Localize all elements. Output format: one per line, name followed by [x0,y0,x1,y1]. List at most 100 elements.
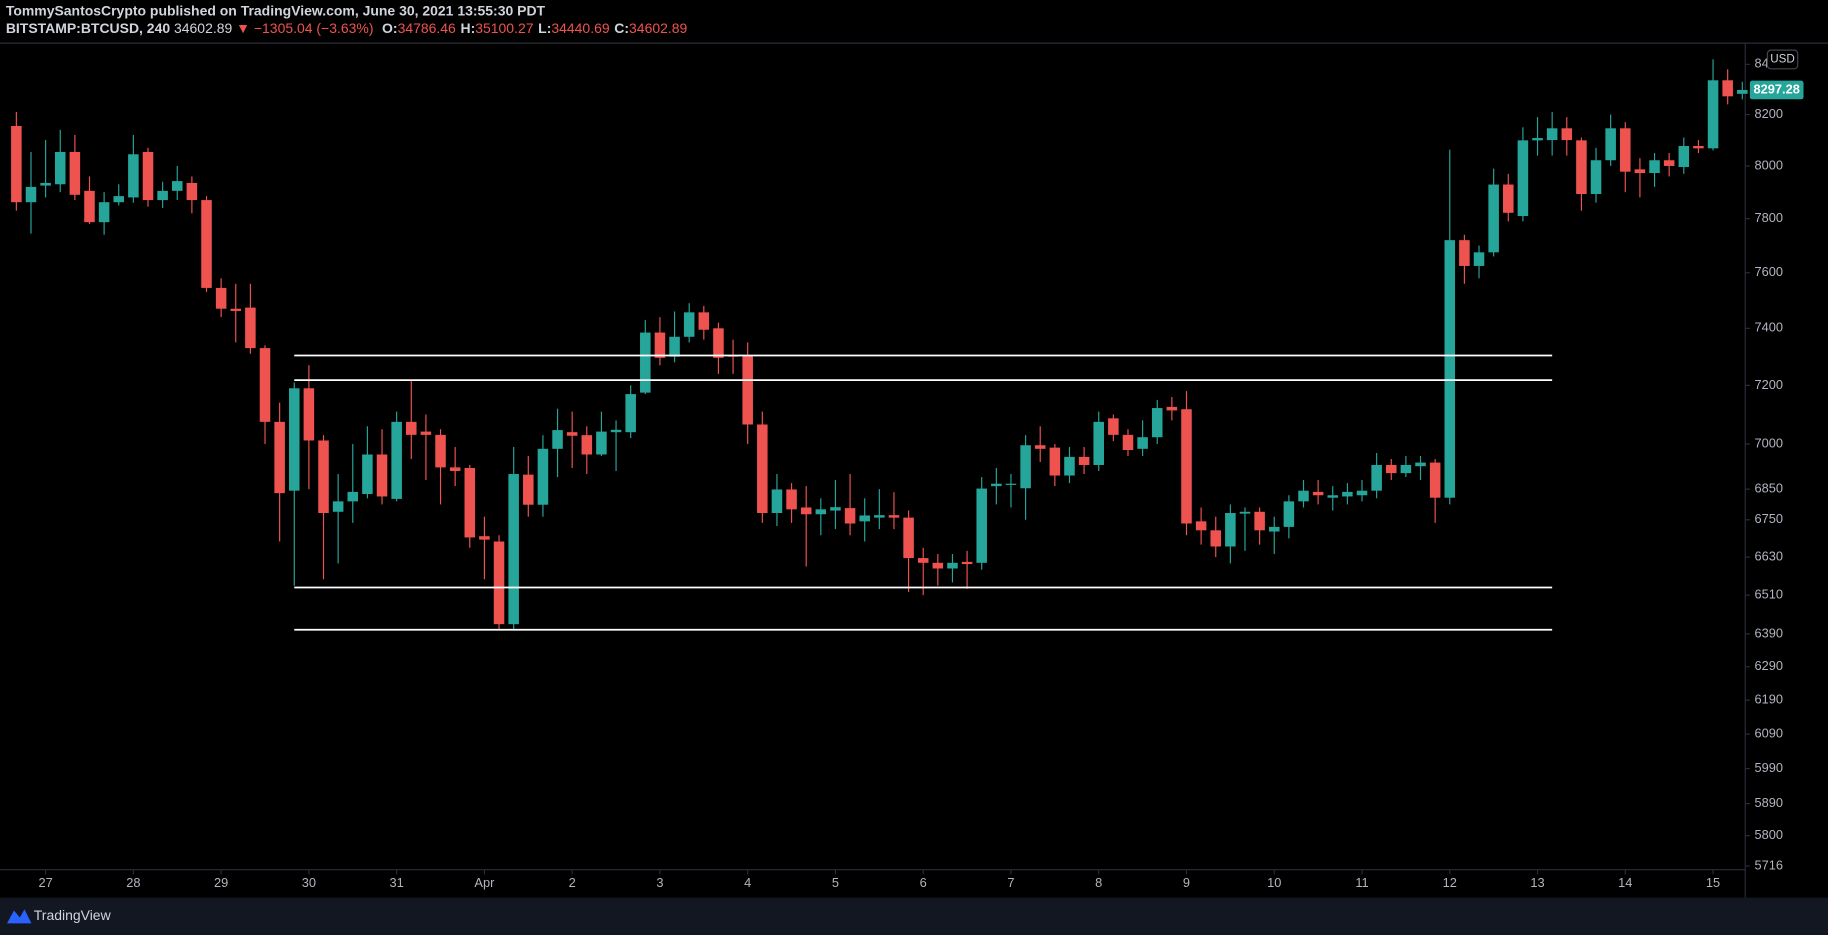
candle-body [1400,464,1412,474]
currency-button [1766,49,1799,70]
candle-body [1605,128,1616,161]
candle-body [1678,146,1690,168]
y-tick-label: 8200 [1755,106,1784,121]
candle-body [1693,146,1704,149]
y-tick-label: 5800 [1755,827,1784,842]
candle-body [1532,138,1543,141]
ohlc-label: L: [538,20,551,36]
candle-body [800,507,812,515]
ohlc-value: 35100.27 [475,20,533,36]
y-tick-label: 6510 [1755,587,1784,602]
candle-body [932,562,944,569]
candle-body [566,432,578,436]
x-tick-label: 8 [1095,875,1102,890]
candle-body [1517,140,1529,217]
candle-body [830,507,841,511]
x-tick-label: 28 [126,875,140,890]
y-tick-label: 7800 [1755,210,1784,225]
y-tick-label: 6290 [1755,658,1784,673]
candle-body [523,474,534,505]
candle-body [844,508,856,524]
y-tick-label: 8000 [1755,157,1784,172]
y-tick-label: 6190 [1755,692,1784,707]
candle-body [1268,526,1280,532]
x-tick-label: 29 [214,875,228,890]
candle-body [391,421,402,499]
candle-body [713,328,724,358]
footer-bar [0,897,1828,935]
candle-body [1503,184,1514,213]
candle-body [464,467,476,538]
candle-body [259,348,271,422]
candle-body [991,483,1002,487]
candle-body [1312,491,1324,496]
x-tick-label: Apr [474,875,495,890]
candle-body [1737,89,1748,94]
candle-body [917,558,929,563]
candle-body [11,126,22,203]
candle-body [479,536,490,540]
candle-body [332,501,344,512]
candle-body [1137,437,1148,449]
candle-body [157,190,168,201]
candle-body [230,308,242,311]
candle-body [406,421,417,435]
candle-body [1005,483,1017,485]
candle-body [1663,160,1675,166]
candle-body [625,394,636,433]
candle-body [1415,462,1426,467]
candle-body [596,431,607,455]
candle-body [1181,409,1192,524]
candle-body [1371,464,1382,491]
last-price-tag [1749,80,1804,100]
candle-body [1707,80,1719,149]
candle-body [1225,513,1236,547]
candle-body [1093,421,1104,465]
candle-body [186,182,198,201]
y-tick-label: 6750 [1755,511,1784,526]
x-tick-label: 13 [1530,875,1544,890]
candle-body [1020,445,1031,489]
author-line: TommySantosCrypto published on TradingVi… [6,2,546,18]
candle-body [201,200,212,288]
candle-body [84,190,95,223]
candle-body [771,489,783,514]
candle-body [874,515,885,518]
candle-body [757,424,768,514]
y-tick-label: 5716 [1755,857,1784,872]
candle-body [1342,491,1353,497]
candle-body [1590,160,1602,195]
currency-label: USD [1770,53,1795,66]
candle-body [245,307,256,349]
candle-body [98,202,110,223]
y-tick-label: 6090 [1755,725,1784,740]
ohlc-label: H: [460,20,475,36]
candle-body [1049,447,1061,476]
candle-body [1298,490,1309,502]
x-tick-label: 10 [1267,875,1281,890]
candle-body [435,434,446,468]
candle-body [1473,252,1485,266]
candle-body [947,562,958,569]
candle-body [1254,511,1265,531]
candle-body [1064,456,1075,476]
candle-body [1195,521,1207,531]
candle-body [1151,408,1163,438]
ohlc-label: C: [614,20,629,36]
candle-body [347,491,359,502]
candle-body [1634,169,1646,174]
x-tick-label: 30 [302,875,316,890]
last-price-label: 8297.28 [1754,81,1800,96]
candle-body [493,541,505,625]
y-tick-label: 5990 [1755,760,1784,775]
x-tick-label: 27 [38,875,52,890]
candle-body [640,332,651,393]
candle-body [1239,511,1251,514]
ohlc-value: 34602.89 [629,20,687,36]
ohlc-value: 34440.69 [551,20,609,36]
x-tick-label: 11 [1355,875,1368,890]
plot-area [11,59,1748,631]
candle-body [903,517,914,559]
candle-body [142,151,154,201]
logo-shape [6,909,32,924]
